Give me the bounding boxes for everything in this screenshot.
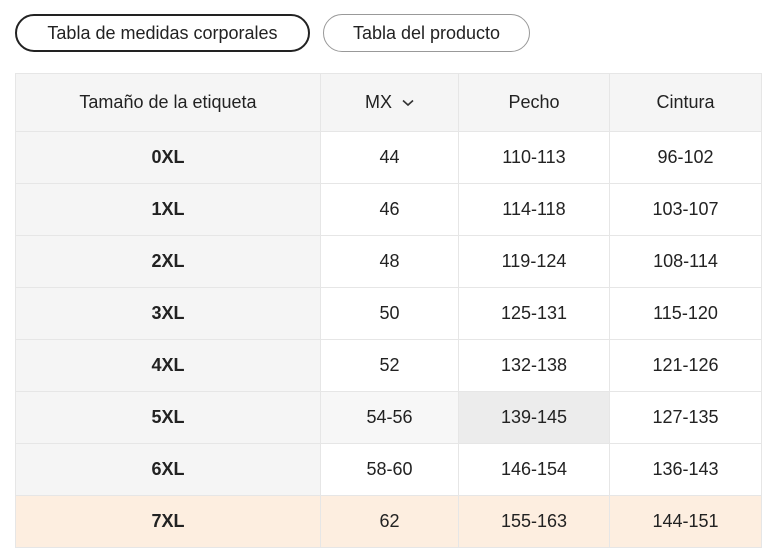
measure-cell: 146-154 xyxy=(458,443,610,496)
tab-bar: Tabla de medidas corporales Tabla del pr… xyxy=(15,14,530,52)
tab[interactable]: Tabla de medidas corporales xyxy=(15,14,310,52)
size-label-cell: 2XL xyxy=(15,235,321,288)
header-text: Cintura xyxy=(656,92,715,112)
table-row: 3XL 50 125-131 115-120 xyxy=(15,287,762,340)
header-text: MX xyxy=(365,92,392,112)
measure-cell: 119-124 xyxy=(458,235,610,288)
header-cell: Cintura xyxy=(609,73,762,132)
header-text: Pecho xyxy=(508,92,560,112)
measure-cell: 127-135 xyxy=(609,391,762,444)
measure-cell: 48 xyxy=(320,235,459,288)
measure-cell: 125-131 xyxy=(458,287,610,340)
measure-cell: 139-145 xyxy=(458,391,610,444)
table-row: 1XL 46 114-118 103-107 xyxy=(15,183,762,236)
table-body: 0XL 44 110-113 96-102 1XL 46 114-118 103-107 2XL… xyxy=(15,131,762,548)
measure-cell: 155-163 xyxy=(458,495,610,548)
measure-cell: 114-118 xyxy=(458,183,610,236)
table-row: 7XL 62 155-163 144-151 xyxy=(15,495,762,548)
measure-cell: 136-143 xyxy=(609,443,762,496)
size-label-cell: 6XL xyxy=(15,443,321,496)
measure-cell: 96-102 xyxy=(609,131,762,184)
measure-cell: 110-113 xyxy=(458,131,610,184)
size-label-cell: 3XL xyxy=(15,287,321,340)
size-label-cell: 5XL xyxy=(15,391,321,444)
measure-cell: 44 xyxy=(320,131,459,184)
measure-cell: 58-60 xyxy=(320,443,459,496)
size-label-cell: 0XL xyxy=(15,131,321,184)
chevron-icon xyxy=(402,100,414,107)
size-label-cell: 7XL xyxy=(15,495,321,548)
size-label-cell: 4XL xyxy=(15,339,321,392)
size-label-cell: 1XL xyxy=(15,183,321,236)
measure-cell: 132-138 xyxy=(458,339,610,392)
measure-cell: 46 xyxy=(320,183,459,236)
measure-cell: 52 xyxy=(320,339,459,392)
measure-cell: 108-114 xyxy=(609,235,762,288)
measure-cell: 121-126 xyxy=(609,339,762,392)
table-row: 6XL 58-60 146-154 136-143 xyxy=(15,443,762,496)
table-row: 5XL 54-56 139-145 127-135 xyxy=(15,391,762,444)
table-row: 4XL 52 132-138 121-126 xyxy=(15,339,762,392)
measure-cell: 54-56 xyxy=(320,391,459,444)
measure-cell: 62 xyxy=(320,495,459,548)
tab[interactable]: Tabla del producto xyxy=(323,14,530,52)
measure-cell: 115-120 xyxy=(609,287,762,340)
header-text: Tamaño de la etiqueta xyxy=(79,92,257,112)
header-cell-dropdown[interactable]: MX xyxy=(320,73,459,132)
measure-cell: 103-107 xyxy=(609,183,762,236)
measure-cell: 50 xyxy=(320,287,459,340)
table-row: 2XL 48 119-124 108-114 xyxy=(15,235,762,288)
table-row: 0XL 44 110-113 96-102 xyxy=(15,131,762,184)
measure-cell: 144-151 xyxy=(609,495,762,548)
header-cell: Tamaño de la etiqueta xyxy=(15,73,321,132)
size-table: Tamaño de la etiqueta MX Pecho Cintura 0… xyxy=(15,73,762,548)
header-row: Tamaño de la etiqueta MX Pecho Cintura xyxy=(15,73,762,132)
header-cell: Pecho xyxy=(458,73,610,132)
